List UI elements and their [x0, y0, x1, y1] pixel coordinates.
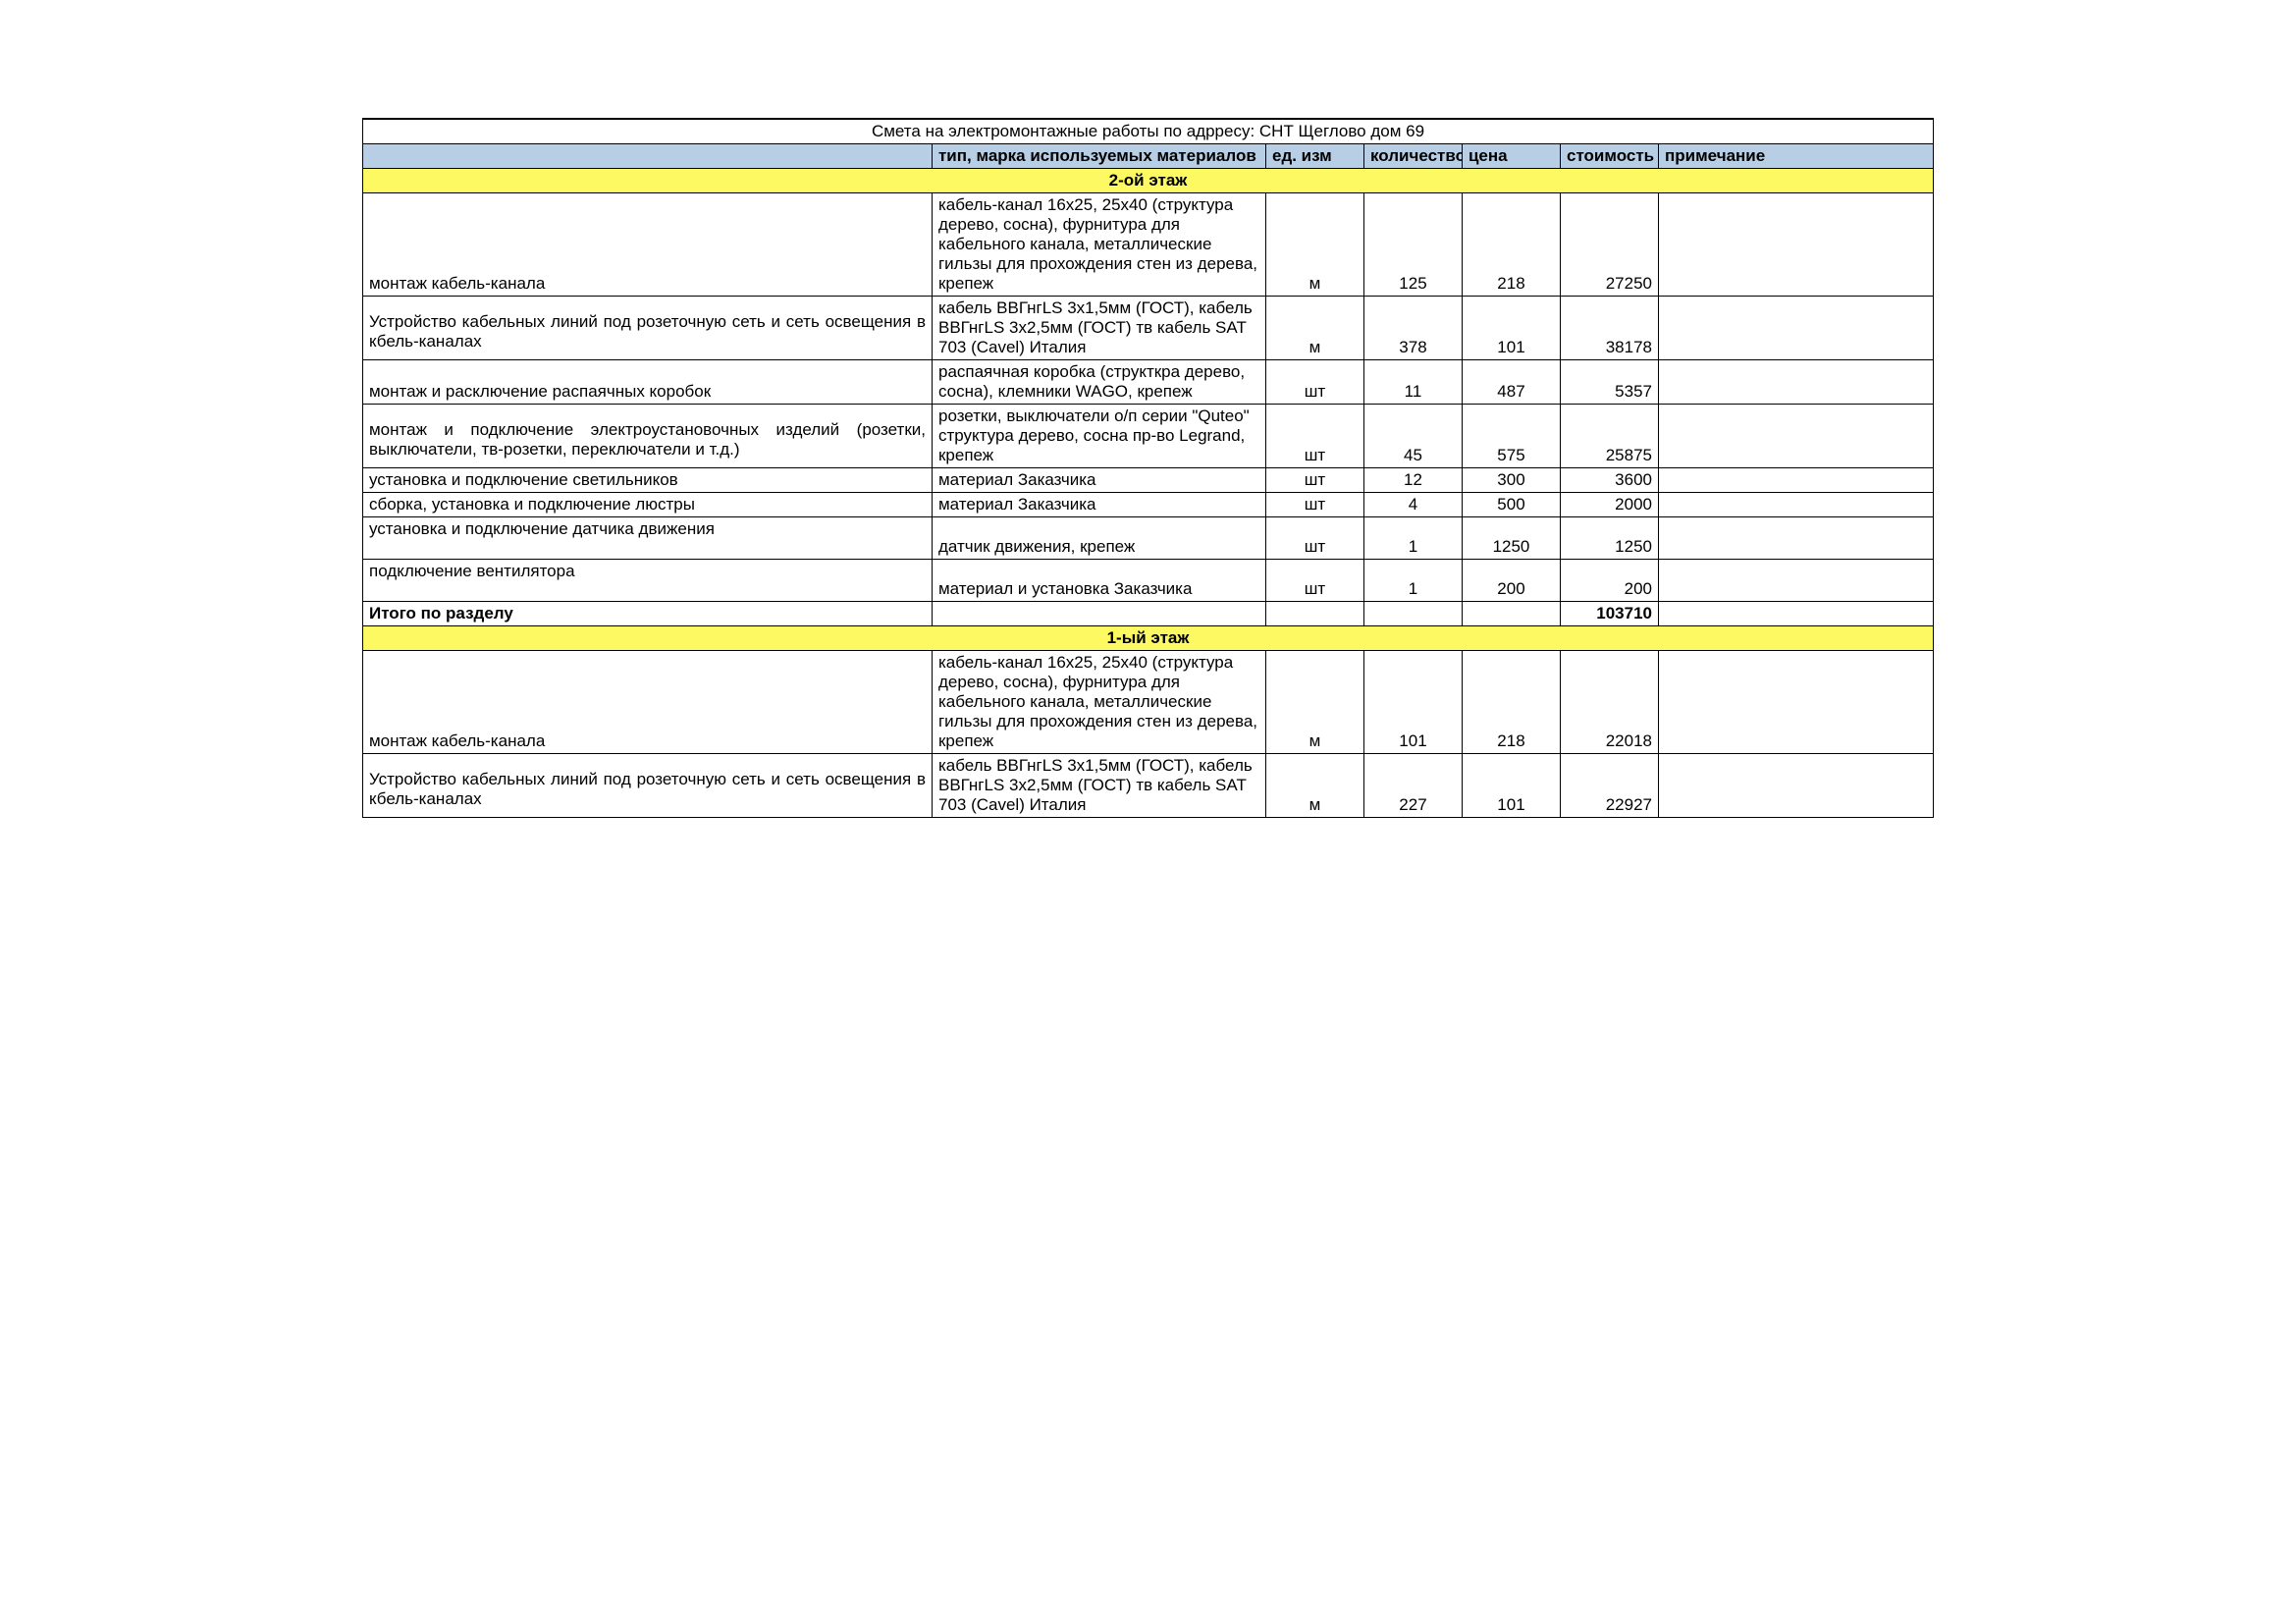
- cell-cost: 3600: [1560, 468, 1658, 493]
- subtotal-blank: [1462, 602, 1560, 626]
- subtotal-blank: [1363, 602, 1462, 626]
- cell-work: монтаж кабель-канала: [362, 193, 932, 297]
- cell-material: распаячная коробка (структкра дерево, со…: [932, 360, 1265, 405]
- table-row: установка и подключение светильниковмате…: [362, 468, 1933, 493]
- cell-cost: 27250: [1560, 193, 1658, 297]
- cell-cost: 1250: [1560, 517, 1658, 560]
- header-cost: стоимость: [1560, 144, 1658, 169]
- cell-price: 101: [1462, 754, 1560, 818]
- cell-note: [1658, 297, 1933, 360]
- cell-price: 300: [1462, 468, 1560, 493]
- cell-work: монтаж и расключение распаячных коробок: [362, 360, 932, 405]
- cell-unit: м: [1265, 754, 1363, 818]
- cell-note: [1658, 193, 1933, 297]
- table-row: Устройство кабельных линий под розеточну…: [362, 754, 1933, 818]
- subtotal-blank: [932, 602, 1265, 626]
- header-work: [362, 144, 932, 169]
- cell-cost: 22018: [1560, 651, 1658, 754]
- cell-material: кабель-канал 16х25, 25х40 (структура дер…: [932, 651, 1265, 754]
- cell-material: кабель-канал 16х25, 25х40 (структура дер…: [932, 193, 1265, 297]
- cell-price: 101: [1462, 297, 1560, 360]
- cell-qty: 227: [1363, 754, 1462, 818]
- cell-unit: шт: [1265, 360, 1363, 405]
- cell-cost: 25875: [1560, 405, 1658, 468]
- header-note: примечание: [1658, 144, 1933, 169]
- cell-note: [1658, 360, 1933, 405]
- cell-cost: 38178: [1560, 297, 1658, 360]
- cell-unit: м: [1265, 193, 1363, 297]
- cell-qty: 101: [1363, 651, 1462, 754]
- estimate-table: Смета на электромонтажные работы по адрр…: [362, 118, 1934, 818]
- cell-price: 218: [1462, 651, 1560, 754]
- cell-cost: 22927: [1560, 754, 1658, 818]
- cell-material: кабель ВВГнгLS 3х1,5мм (ГОСТ), кабель ВВ…: [932, 297, 1265, 360]
- cell-unit: шт: [1265, 468, 1363, 493]
- cell-work: сборка, установка и подключение люстры: [362, 493, 932, 517]
- cell-unit: м: [1265, 297, 1363, 360]
- subtotal-blank: [1658, 602, 1933, 626]
- cell-material: материал и установка Заказчика: [932, 560, 1265, 602]
- cell-price: 575: [1462, 405, 1560, 468]
- cell-price: 200: [1462, 560, 1560, 602]
- cell-qty: 125: [1363, 193, 1462, 297]
- cell-material: материал Заказчика: [932, 493, 1265, 517]
- cell-note: [1658, 754, 1933, 818]
- section-header: 1-ый этаж: [362, 626, 1933, 651]
- cell-material: материал Заказчика: [932, 468, 1265, 493]
- cell-cost: 2000: [1560, 493, 1658, 517]
- cell-qty: 1: [1363, 560, 1462, 602]
- table-row: сборка, установка и подключение люстрыма…: [362, 493, 1933, 517]
- document-title: Смета на электромонтажные работы по адрр…: [362, 119, 1933, 144]
- cell-unit: м: [1265, 651, 1363, 754]
- cell-work: установка и подключение светильников: [362, 468, 932, 493]
- cell-note: [1658, 517, 1933, 560]
- header-qty: количество: [1363, 144, 1462, 169]
- table-row: монтаж и подключение электроустановочных…: [362, 405, 1933, 468]
- cell-qty: 1: [1363, 517, 1462, 560]
- cell-material: кабель ВВГнгLS 3х1,5мм (ГОСТ), кабель ВВ…: [932, 754, 1265, 818]
- cell-note: [1658, 493, 1933, 517]
- cell-cost: 200: [1560, 560, 1658, 602]
- cell-cost: 5357: [1560, 360, 1658, 405]
- cell-work: монтаж кабель-канала: [362, 651, 932, 754]
- cell-note: [1658, 651, 1933, 754]
- table-row: монтаж кабель-каналакабель-канал 16х25, …: [362, 651, 1933, 754]
- cell-qty: 12: [1363, 468, 1462, 493]
- cell-unit: шт: [1265, 517, 1363, 560]
- subtotal-blank: [1265, 602, 1363, 626]
- cell-work: монтаж и подключение электроустановочных…: [362, 405, 932, 468]
- header-unit: ед. изм: [1265, 144, 1363, 169]
- cell-work: Устройство кабельных линий под розеточну…: [362, 297, 932, 360]
- subtotal-label: Итого по разделу: [362, 602, 932, 626]
- cell-qty: 11: [1363, 360, 1462, 405]
- subtotal-value: 103710: [1560, 602, 1658, 626]
- cell-material: розетки, выключатели о/п серии "Quteo" с…: [932, 405, 1265, 468]
- cell-qty: 378: [1363, 297, 1462, 360]
- cell-unit: шт: [1265, 560, 1363, 602]
- cell-price: 218: [1462, 193, 1560, 297]
- header-price: цена: [1462, 144, 1560, 169]
- cell-qty: 4: [1363, 493, 1462, 517]
- cell-qty: 45: [1363, 405, 1462, 468]
- table-row: установка и подключение датчика движения…: [362, 517, 1933, 560]
- cell-price: 487: [1462, 360, 1560, 405]
- header-material: тип, марка используемых материалов: [932, 144, 1265, 169]
- cell-note: [1658, 560, 1933, 602]
- cell-work: подключение вентилятора: [362, 560, 932, 602]
- cell-price: 1250: [1462, 517, 1560, 560]
- table-row: подключение вентилятораматериал и устано…: [362, 560, 1933, 602]
- cell-price: 500: [1462, 493, 1560, 517]
- cell-work: установка и подключение датчика движения: [362, 517, 932, 560]
- cell-note: [1658, 405, 1933, 468]
- table-row: Устройство кабельных линий под розеточну…: [362, 297, 1933, 360]
- section-header: 2-ой этаж: [362, 169, 1933, 193]
- cell-note: [1658, 468, 1933, 493]
- cell-unit: шт: [1265, 405, 1363, 468]
- cell-work: Устройство кабельных линий под розеточну…: [362, 754, 932, 818]
- table-row: монтаж кабель-каналакабель-канал 16х25, …: [362, 193, 1933, 297]
- table-row: монтаж и расключение распаячных коробокр…: [362, 360, 1933, 405]
- cell-material: датчик движения, крепеж: [932, 517, 1265, 560]
- cell-unit: шт: [1265, 493, 1363, 517]
